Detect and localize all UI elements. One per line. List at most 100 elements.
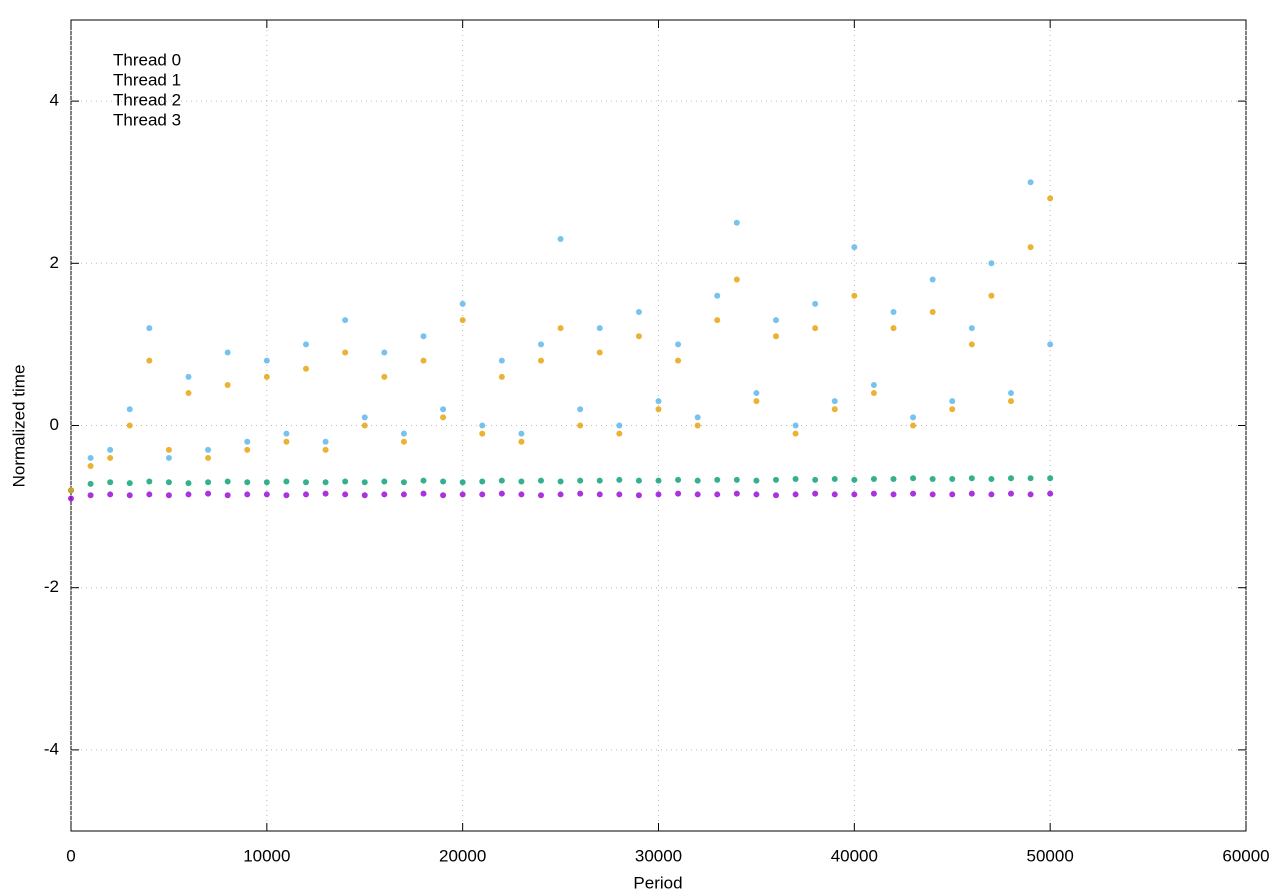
point — [988, 476, 995, 483]
point — [870, 381, 877, 388]
point — [381, 491, 388, 498]
point — [675, 357, 682, 364]
point — [518, 478, 525, 485]
point — [518, 491, 525, 498]
y-tick-label: 2 — [50, 253, 59, 272]
x-tick-label: 10000 — [243, 846, 290, 865]
point — [929, 491, 936, 498]
point — [968, 341, 975, 348]
point — [459, 300, 466, 307]
legend-label: Thread 2 — [113, 90, 181, 109]
point — [126, 406, 133, 413]
point — [635, 308, 642, 315]
point — [949, 398, 956, 405]
point — [910, 475, 917, 482]
point — [244, 438, 251, 445]
point — [1008, 390, 1014, 397]
x-tick-label: 0 — [66, 846, 75, 865]
point — [459, 491, 466, 498]
point — [244, 479, 251, 486]
point — [205, 454, 212, 461]
point — [479, 478, 486, 485]
point — [303, 341, 309, 348]
point — [518, 438, 525, 445]
point — [635, 333, 642, 340]
point — [538, 357, 544, 364]
point — [342, 317, 349, 324]
point — [851, 292, 858, 299]
point — [283, 478, 290, 485]
point — [870, 390, 877, 397]
point — [812, 325, 819, 332]
point — [361, 422, 368, 429]
point — [538, 477, 544, 484]
point — [126, 480, 133, 487]
point — [165, 479, 172, 486]
point — [655, 398, 662, 405]
legend-label: Thread 3 — [113, 110, 181, 129]
point — [224, 381, 231, 388]
point — [303, 479, 309, 486]
point — [714, 491, 721, 498]
point — [87, 480, 94, 487]
point — [224, 349, 231, 356]
point — [498, 490, 505, 497]
point — [1027, 179, 1034, 186]
point — [616, 491, 623, 498]
point — [655, 406, 662, 413]
point — [400, 438, 407, 445]
point — [244, 446, 251, 453]
point — [205, 446, 212, 453]
point — [773, 476, 779, 483]
point — [910, 414, 917, 421]
point — [420, 477, 427, 484]
point — [107, 454, 114, 461]
point — [557, 478, 564, 485]
point — [655, 491, 662, 498]
point — [596, 325, 603, 332]
point — [87, 454, 94, 461]
point — [381, 373, 388, 380]
point — [244, 491, 251, 498]
point — [792, 430, 799, 437]
point — [322, 438, 329, 445]
point — [890, 325, 897, 332]
point — [361, 492, 368, 499]
point — [694, 477, 701, 484]
point — [420, 490, 427, 497]
point — [831, 491, 838, 498]
point — [577, 422, 584, 429]
point — [498, 357, 505, 364]
point — [733, 219, 740, 226]
point — [812, 476, 819, 483]
point — [538, 492, 544, 499]
point — [577, 490, 584, 497]
point — [381, 349, 388, 356]
point — [694, 422, 701, 429]
point — [498, 477, 505, 484]
point — [1047, 341, 1054, 348]
point — [263, 373, 270, 380]
point — [400, 430, 407, 437]
point — [87, 463, 94, 470]
point — [890, 308, 897, 315]
point — [165, 492, 172, 499]
point — [185, 390, 192, 397]
point — [518, 430, 525, 437]
point — [1047, 195, 1054, 202]
point — [283, 430, 290, 437]
point — [616, 422, 623, 429]
y-tick-label: -4 — [44, 739, 59, 758]
point — [851, 244, 858, 251]
point — [968, 325, 975, 332]
point — [949, 476, 956, 483]
point — [224, 492, 231, 499]
point — [185, 480, 192, 487]
point — [361, 479, 368, 486]
point — [851, 476, 858, 483]
point — [205, 490, 212, 497]
point — [459, 317, 466, 324]
point — [812, 490, 819, 497]
